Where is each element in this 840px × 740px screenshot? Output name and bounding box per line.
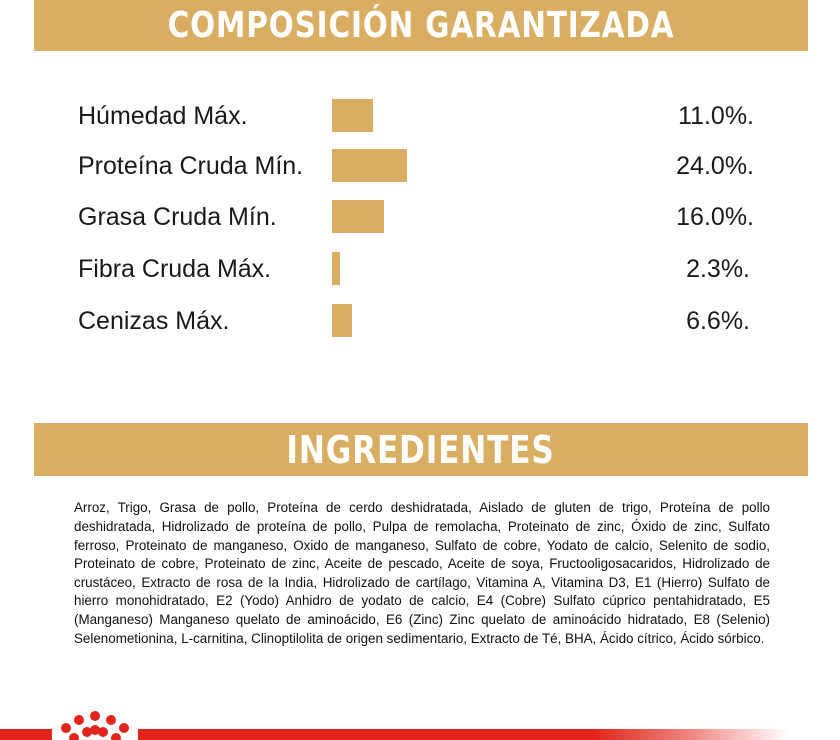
- row-value: 16.0%.: [676, 203, 754, 231]
- footer-red-bar-left: [0, 729, 52, 740]
- composition-row-ash: Cenizas Máx. 6.6%.: [0, 304, 840, 338]
- row-label: Fibra Cruda Máx.: [78, 255, 272, 283]
- row-bar: [332, 149, 407, 182]
- row-bar: [332, 99, 373, 132]
- composition-row-protein: Proteína Cruda Mín. 24.0%.: [0, 149, 840, 183]
- ingredients-list: Arroz, Trigo, Grasa de pollo, Proteína d…: [74, 500, 770, 646]
- row-label: Proteína Cruda Mín.: [78, 152, 304, 180]
- row-label: Cenizas Máx.: [78, 307, 230, 335]
- ingredients-title: INGREDIENTES: [286, 427, 556, 472]
- row-label: Húmedad Máx.: [78, 102, 248, 130]
- row-value: 2.3%.: [686, 255, 750, 283]
- composition-row-fat: Grasa Cruda Mín. 16.0%.: [0, 200, 840, 234]
- crown-dots-logo-icon: [61, 711, 129, 740]
- composition-header: COMPOSICIÓN GARANTIZADA: [34, 0, 808, 51]
- row-value: 6.6%.: [686, 307, 750, 335]
- ingredients-header: INGREDIENTES: [34, 423, 808, 476]
- footer-red-bar-right: [138, 729, 788, 740]
- row-bar: [332, 252, 340, 285]
- row-value: 24.0%.: [676, 152, 754, 180]
- row-label: Grasa Cruda Mín.: [78, 203, 277, 231]
- row-bar: [332, 200, 384, 233]
- row-value: 11.0%.: [678, 102, 754, 130]
- composition-row-fiber: Fibra Cruda Máx. 2.3%.: [0, 252, 840, 286]
- composition-title: COMPOSICIÓN GARANTIZADA: [167, 5, 675, 46]
- row-bar: [332, 304, 352, 337]
- composition-row-humidity: Húmedad Máx. 11.0%.: [0, 99, 840, 133]
